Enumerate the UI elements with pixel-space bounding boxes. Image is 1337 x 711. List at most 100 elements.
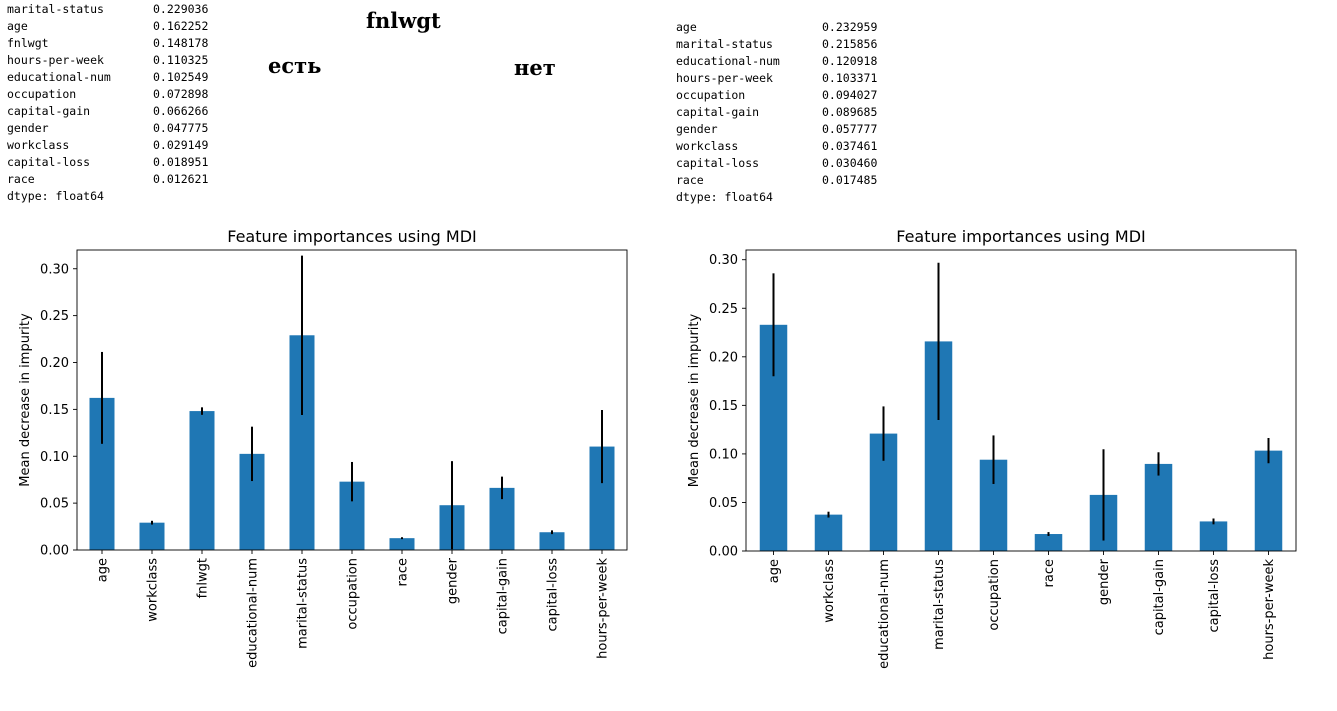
series-row: capital-loss 0.030460	[676, 155, 877, 172]
series-row: workclass 0.037461	[676, 138, 877, 155]
series-row-value: 0.057777	[822, 122, 878, 136]
series-row-value: 0.120918	[822, 54, 878, 68]
series-row-name: age	[7, 19, 28, 33]
left-series-dtype: dtype: float64	[7, 189, 104, 203]
right-series-dtype: dtype: float64	[676, 190, 773, 204]
x-tick-label-capital-loss: capital-loss	[546, 558, 561, 632]
series-row-name: gender	[676, 122, 718, 136]
series-row: marital-status 0.229036	[7, 1, 208, 18]
y-tick-label: 0.10	[709, 447, 738, 462]
series-row-value: 0.215856	[822, 37, 878, 51]
series-row-value: 0.012621	[153, 172, 209, 186]
series-row-value: 0.018951	[153, 155, 209, 169]
series-row-value: 0.066266	[153, 104, 209, 118]
heading-yes: есть	[268, 53, 322, 78]
x-tick-label-gender: gender	[1097, 558, 1112, 605]
bar-workclass	[139, 522, 165, 550]
x-tick-label-hours-per-week: hours-per-week	[596, 558, 611, 659]
series-row: occupation 0.072898	[7, 86, 208, 103]
series-row-value: 0.229036	[153, 2, 209, 16]
x-tick-label-workclass: workclass	[146, 558, 161, 622]
y-tick-label: 0.00	[40, 544, 69, 559]
y-tick-label: 0.15	[40, 403, 69, 418]
series-row-value: 0.094027	[822, 88, 878, 102]
bar-race	[1034, 534, 1063, 551]
series-row-name: race	[676, 173, 704, 187]
right-series-rows: age 0.232959 marital-status 0.215856 educati…	[676, 19, 877, 189]
series-row: race 0.017485	[676, 172, 877, 189]
series-row-value: 0.072898	[153, 87, 209, 101]
y-axis-label: Mean decrease in impurity	[687, 314, 702, 488]
chart-title: Feature importances using MDI	[896, 227, 1146, 246]
bar-capital-loss	[539, 532, 565, 550]
x-tick-label-marital-status: marital-status	[932, 559, 947, 650]
y-axis-label: Mean decrease in impurity	[18, 313, 33, 487]
series-row: capital-gain 0.066266	[7, 103, 208, 120]
series-row-value: 0.110325	[153, 53, 209, 67]
series-row-name: occupation	[676, 88, 746, 102]
y-tick-label: 0.05	[40, 497, 69, 512]
x-tick-label-gender: gender	[446, 557, 461, 604]
left-series-output: marital-status 0.229036 age 0.162252 fnlwgt 0…	[7, 1, 208, 205]
series-row-name: marital-status	[7, 2, 104, 16]
series-row-value: 0.089685	[822, 105, 878, 119]
bar-hours-per-week	[1254, 450, 1283, 551]
series-row-name: race	[7, 172, 35, 186]
heading-no: нет	[514, 55, 556, 80]
series-row-name: fnlwgt	[7, 36, 49, 50]
series-row-value: 0.017485	[822, 173, 878, 187]
series-row-value: 0.047775	[153, 121, 209, 135]
y-tick-label: 0.25	[40, 309, 69, 324]
series-row-name: educational-num	[676, 54, 780, 68]
series-row: marital-status 0.215856	[676, 36, 877, 53]
series-row-name: capital-gain	[676, 105, 760, 119]
series-row: educational-num 0.120918	[676, 53, 877, 70]
x-tick-label-capital-loss: capital-loss	[1207, 559, 1222, 633]
series-row-name: capital-gain	[7, 104, 91, 118]
x-tick-label-age: age	[96, 558, 111, 582]
x-tick-label-occupation: occupation	[987, 559, 1002, 631]
x-tick-label-workclass: workclass	[822, 559, 837, 623]
series-row-name: age	[676, 20, 697, 34]
series-row-value: 0.030460	[822, 156, 878, 170]
series-row-name: capital-loss	[676, 156, 760, 170]
y-tick-label: 0.30	[40, 262, 69, 277]
series-row: age 0.232959	[676, 19, 877, 36]
x-tick-label-educational-num: educational-num	[246, 558, 261, 668]
x-tick-label-marital-status: marital-status	[296, 558, 311, 649]
plot-frame	[745, 249, 1297, 552]
bar-fnlwgt	[189, 411, 215, 550]
series-row-value: 0.102549	[153, 70, 209, 84]
bar-race	[389, 538, 415, 550]
y-tick-label: 0.05	[709, 496, 738, 511]
x-tick-label-race: race	[1042, 559, 1057, 587]
series-row-value: 0.148178	[153, 36, 209, 50]
series-row-name: educational-num	[7, 70, 111, 84]
series-row-value: 0.232959	[822, 20, 878, 34]
x-tick-label-capital-gain: capital-gain	[1152, 559, 1167, 635]
series-row: race 0.012621	[7, 171, 208, 188]
series-row: capital-gain 0.089685	[676, 104, 877, 121]
y-tick-label: 0.20	[40, 356, 69, 371]
series-row-name: capital-loss	[7, 155, 91, 169]
series-row-name: hours-per-week	[7, 53, 104, 67]
series-row-value: 0.162252	[153, 19, 209, 33]
y-tick-label: 0.10	[40, 450, 69, 465]
x-tick-label-occupation: occupation	[346, 558, 361, 630]
bar-workclass	[814, 514, 843, 551]
y-tick-label: 0.00	[709, 545, 738, 560]
feature-heading: fnlwgt	[366, 8, 441, 33]
series-row: occupation 0.094027	[676, 87, 877, 104]
series-row-name: workclass	[676, 139, 739, 153]
chart-title: Feature importances using MDI	[227, 227, 477, 246]
x-tick-label-fnlwgt: fnlwgt	[196, 558, 211, 598]
series-row: fnlwgt 0.148178	[7, 35, 208, 52]
x-tick-label-educational-num: educational-num	[877, 559, 892, 669]
bar-capital-gain	[1144, 463, 1173, 551]
series-row: gender 0.057777	[676, 121, 877, 138]
bar-capital-loss	[1199, 521, 1228, 551]
series-row: hours-per-week 0.103371	[676, 70, 877, 87]
x-tick-label-age: age	[767, 559, 782, 583]
